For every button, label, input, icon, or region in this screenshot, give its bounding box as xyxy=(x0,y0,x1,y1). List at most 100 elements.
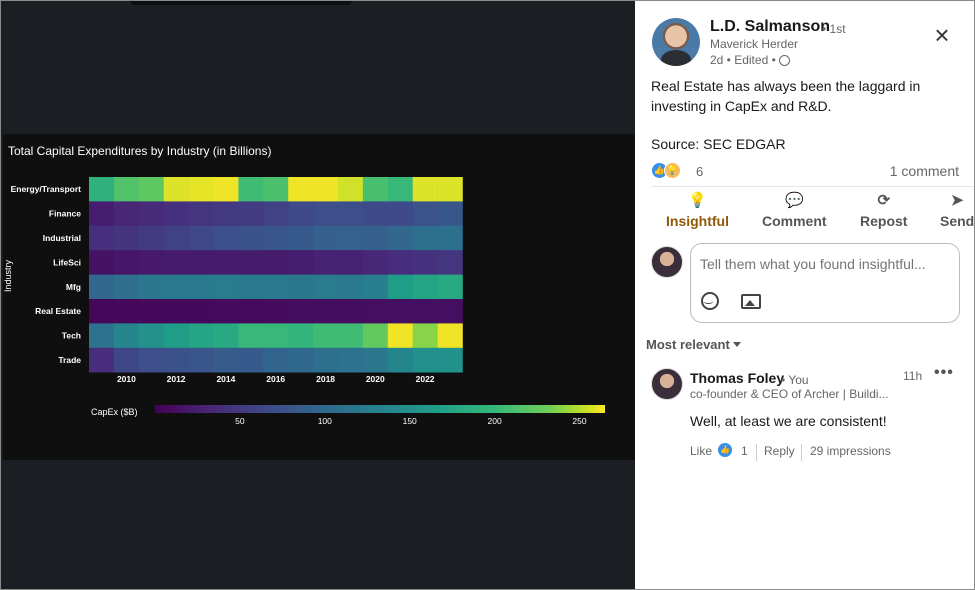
heatmap-cell xyxy=(362,177,389,202)
heatmap-cell xyxy=(238,177,264,202)
sort-dropdown[interactable]: Most relevant xyxy=(646,337,741,352)
commenter-headline: co-founder & CEO of Archer | Buildi... xyxy=(690,387,889,401)
heatmap-cell xyxy=(387,347,413,373)
send-icon: ➤ xyxy=(950,192,964,209)
heatmap-cell xyxy=(213,274,239,300)
comment-input[interactable] xyxy=(700,256,950,272)
commenter-name[interactable]: Thomas Foley xyxy=(690,370,785,386)
heatmap-cells xyxy=(89,177,463,373)
heatmap-cell xyxy=(113,299,140,324)
heatmap-cell xyxy=(263,177,289,202)
heatmap-cell xyxy=(362,274,389,300)
heatmap-cell xyxy=(238,299,264,324)
heatmap-cell xyxy=(437,323,463,349)
repost-icon: ⟳ xyxy=(877,192,891,209)
year-tick-label: 2012 xyxy=(167,374,186,384)
heatmap-cell xyxy=(89,347,115,373)
heatmap-cell xyxy=(188,177,214,202)
heatmap-cell xyxy=(338,347,364,373)
heatmap-cell xyxy=(89,250,115,275)
heatmap-cell xyxy=(362,323,389,349)
heatmap-cell xyxy=(412,250,438,275)
current-user-avatar xyxy=(651,246,683,278)
heatmap-cell xyxy=(113,201,140,227)
author-name[interactable]: L.D. Salmanson xyxy=(710,18,831,35)
comment-reply-button[interactable]: Reply xyxy=(764,444,795,458)
comment-button[interactable]: 💬 Comment xyxy=(762,193,827,233)
heatmap-cell xyxy=(238,250,264,275)
industry-label: Mfg xyxy=(66,282,81,292)
heatmap-cell xyxy=(313,250,339,275)
heatmap-cell xyxy=(437,299,463,324)
heatmap-cell xyxy=(362,225,389,251)
heatmap-cell xyxy=(288,177,314,202)
post-meta: 2d • Edited • xyxy=(710,53,790,67)
heatmap-cell xyxy=(437,274,463,300)
heatmap-cell xyxy=(213,250,239,275)
colorbar-tick-label: 200 xyxy=(488,416,502,426)
heatmap-cell xyxy=(412,274,438,300)
connection-degree: • 1st xyxy=(822,22,846,36)
heatmap-cell xyxy=(387,323,413,349)
divider xyxy=(801,444,802,461)
heatmap-cell xyxy=(263,201,289,227)
divider xyxy=(756,444,757,461)
emoji-icon[interactable] xyxy=(701,291,719,310)
heatmap-cell xyxy=(387,177,413,202)
comment-text: Well, at least we are consistent! xyxy=(690,413,887,429)
heatmap-cell xyxy=(188,201,214,227)
heatmap-cell xyxy=(313,177,339,202)
heatmap-cell xyxy=(437,347,463,373)
comment-like-button[interactable]: Like xyxy=(690,444,713,458)
close-button[interactable]: × xyxy=(934,20,950,50)
insightful-button[interactable]: 💡 Insightful xyxy=(666,193,729,233)
heatmap-cell xyxy=(89,201,115,227)
heatmap-cell xyxy=(288,225,314,251)
heatmap-cell xyxy=(238,347,264,373)
comment-impressions[interactable]: 29 impressions xyxy=(810,444,891,458)
heatmap-cell xyxy=(412,299,438,324)
heatmap-cell xyxy=(213,201,239,227)
author-title: Maverick Herder xyxy=(710,37,799,51)
heatmap-cell xyxy=(437,250,463,275)
commenter-avatar[interactable] xyxy=(651,368,683,400)
heatmap-cell xyxy=(113,347,140,373)
industry-label: Energy/Transport xyxy=(11,184,82,194)
heatmap-cell xyxy=(288,201,314,227)
author-avatar[interactable] xyxy=(652,18,700,66)
industry-label: Finance xyxy=(49,209,81,219)
heatmap-chart: Total Capital Expenditures by Industry (… xyxy=(3,144,605,426)
heatmap-cell xyxy=(338,323,364,349)
post-media-area: Total Capital Expenditures by Industry (… xyxy=(3,0,635,460)
heatmap-cell xyxy=(113,225,140,251)
heatmap-cell xyxy=(138,274,164,300)
heatmap-cell xyxy=(313,299,339,324)
year-tick-label: 2010 xyxy=(117,374,136,384)
comment-count[interactable]: 1 comment xyxy=(889,163,959,179)
comment-reaction-count[interactable]: 1 xyxy=(741,444,748,458)
send-button[interactable]: ➤ Send xyxy=(940,193,974,233)
heatmap-cell xyxy=(288,323,314,349)
image-icon[interactable] xyxy=(741,294,761,309)
heatmap-cell xyxy=(412,323,438,349)
heatmap-cell xyxy=(163,347,189,373)
more-options-icon[interactable]: ••• xyxy=(934,364,954,381)
heatmap-cell xyxy=(387,250,413,275)
heatmap-cell xyxy=(437,201,463,227)
colorbar-tick-label: 100 xyxy=(318,416,332,426)
year-tick-label: 2020 xyxy=(366,374,385,384)
repost-button[interactable]: ⟳ Repost xyxy=(860,193,907,233)
comment-composer[interactable] xyxy=(690,243,960,323)
reaction-count[interactable]: 6 xyxy=(696,164,704,179)
heatmap-cell xyxy=(313,225,339,251)
heatmap-cell xyxy=(412,177,438,202)
heatmap-cell xyxy=(338,177,364,202)
heatmap-cell xyxy=(213,323,239,349)
industry-label: LifeSci xyxy=(53,257,81,267)
caret-down-icon xyxy=(732,342,741,347)
heatmap-cell xyxy=(263,299,289,324)
heatmap-cell xyxy=(138,250,164,275)
heatmap-cell xyxy=(263,274,289,300)
repost-label: Repost xyxy=(860,213,908,229)
chart-title: Total Capital Expenditures by Industry (… xyxy=(8,144,271,158)
